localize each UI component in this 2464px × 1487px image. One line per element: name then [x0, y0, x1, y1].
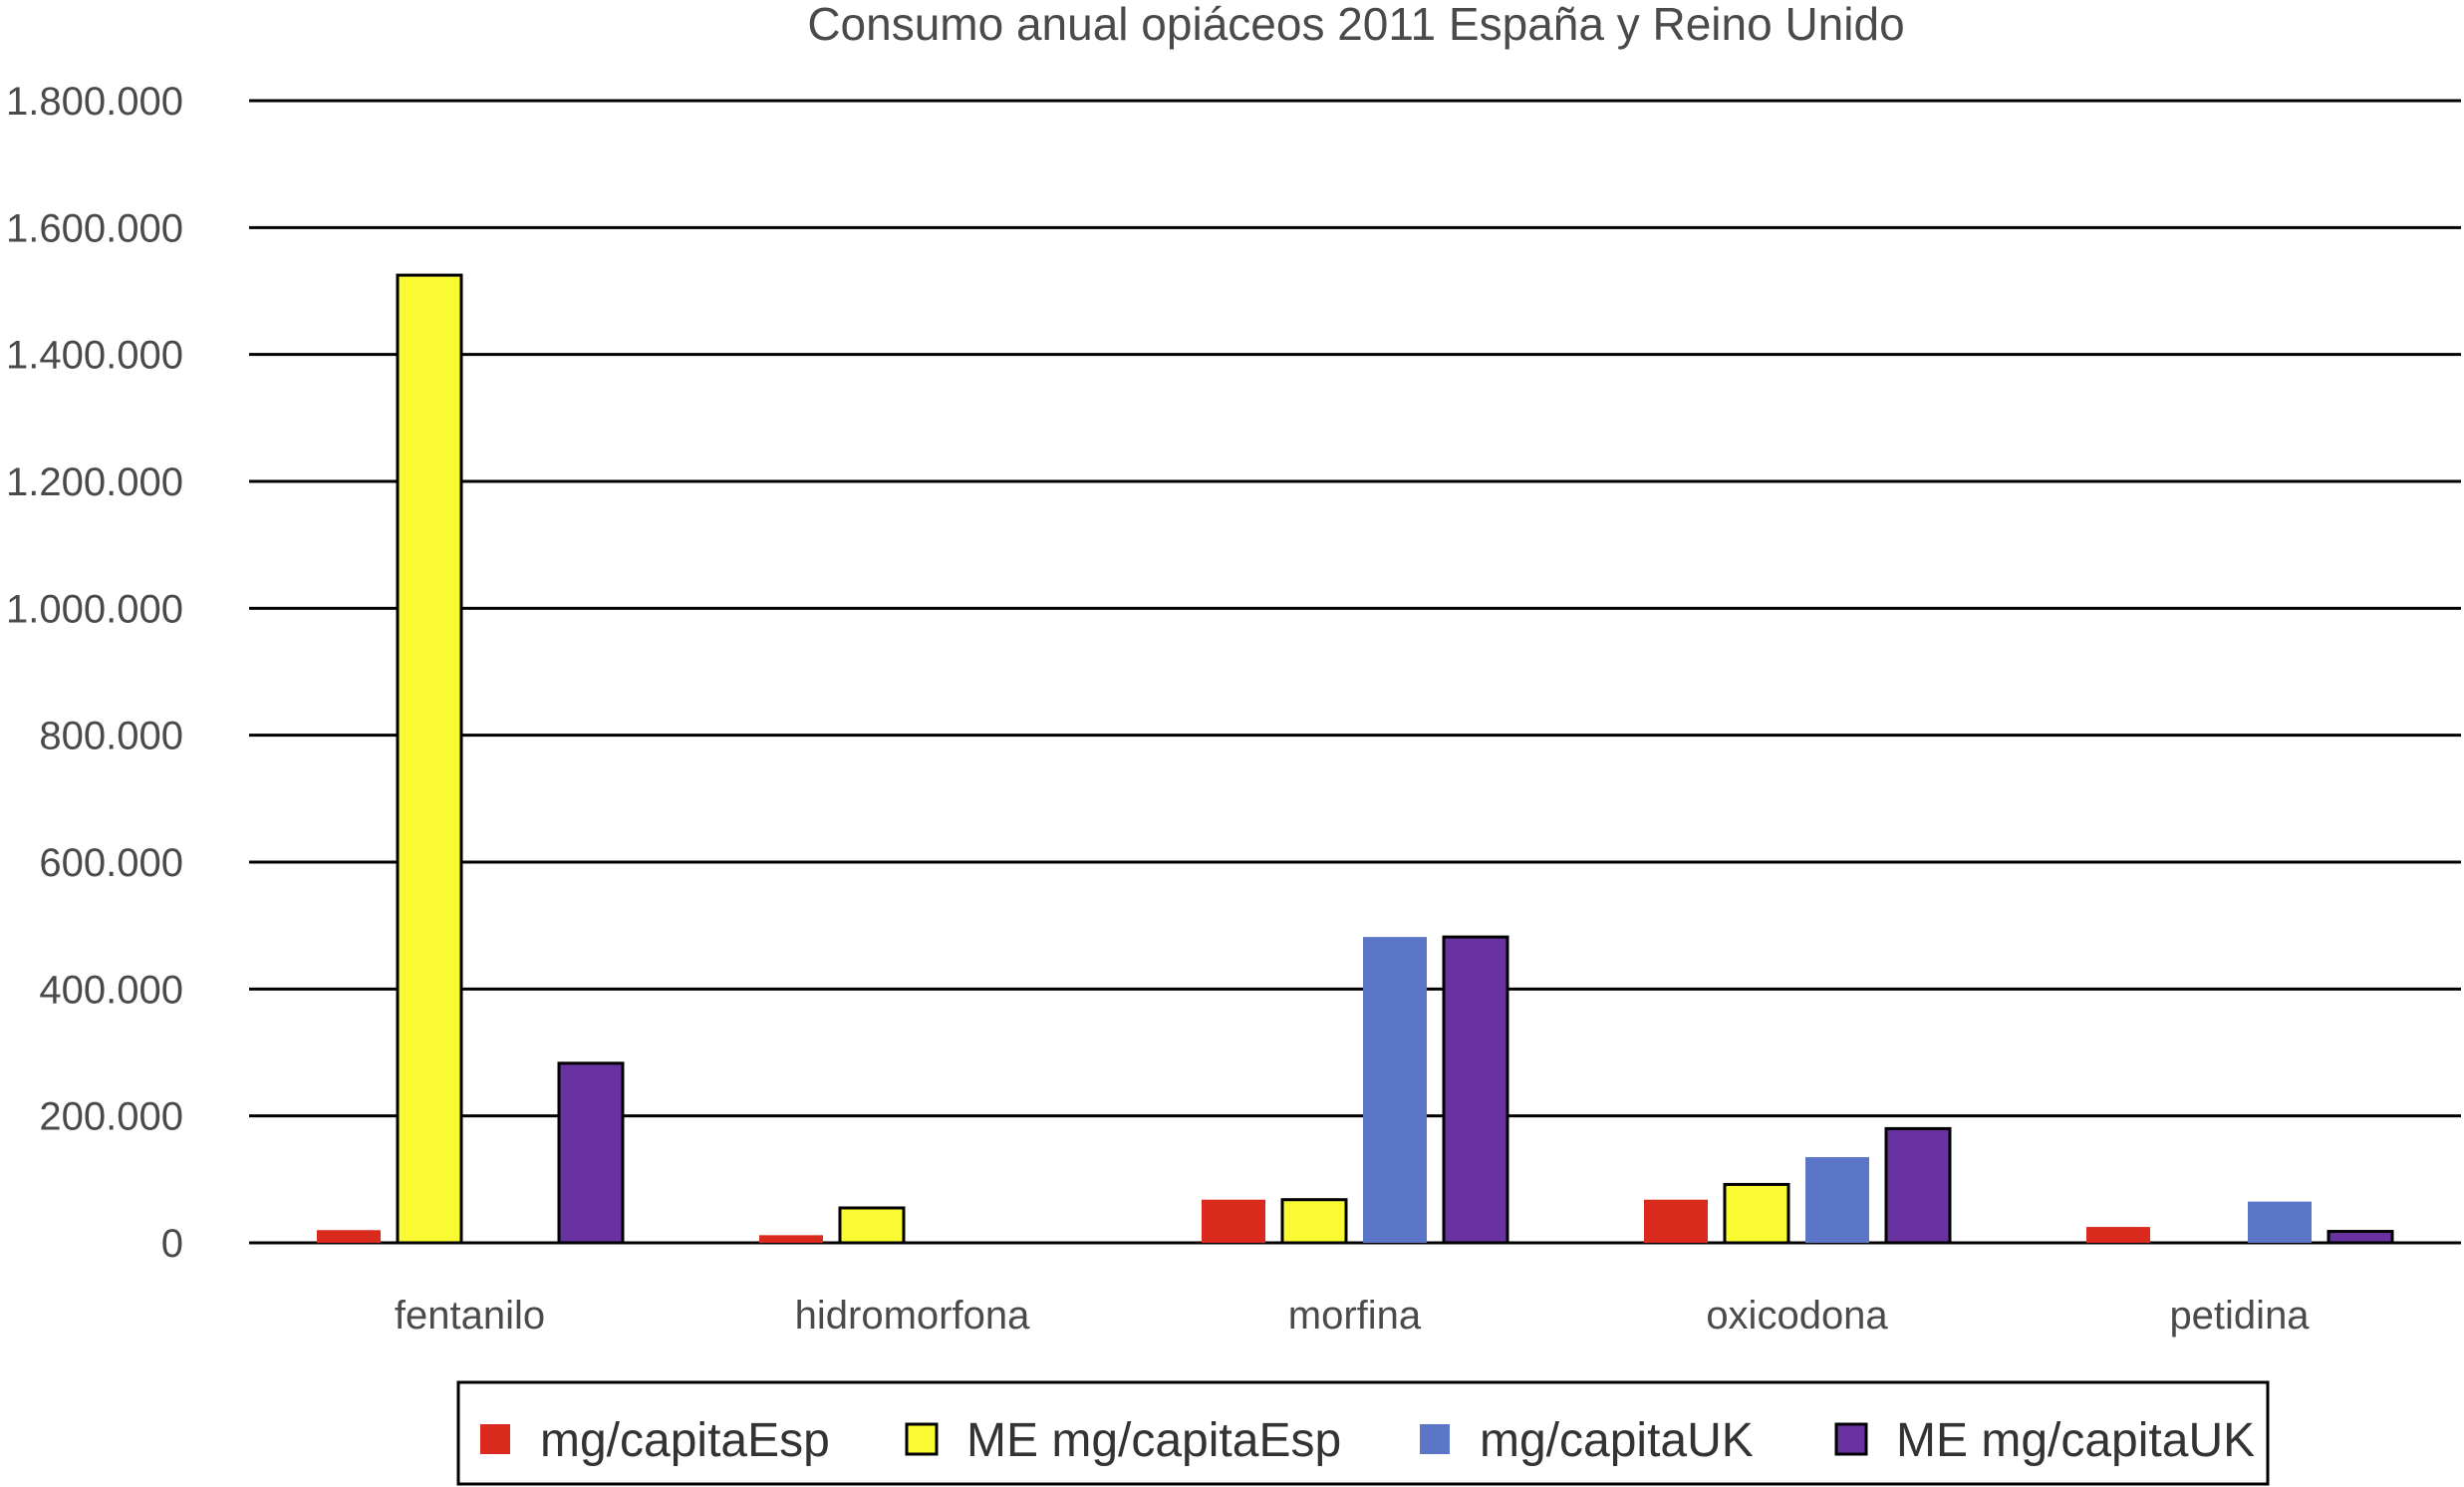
bar-morfina-series-3	[1442, 935, 1509, 1245]
legend-label: mg/capitaUK	[1480, 1414, 1754, 1467]
legend: mg/capitaEsp ME mg/capitaEsp mg/capitaUK ME…	[456, 1380, 2270, 1486]
y-tick-label: 400.000	[39, 968, 183, 1012]
legend-label: mg/capitaEsp	[540, 1414, 830, 1467]
bar-petidina-series-0	[2086, 1227, 2150, 1243]
y-tick-label: 600.000	[39, 841, 183, 885]
bar-oxicodona-series-3	[1884, 1126, 1952, 1245]
bars	[317, 273, 2394, 1245]
bar-oxicodona-series-2	[1805, 1157, 1869, 1243]
legend-swatch	[480, 1424, 510, 1454]
bar-oxicodona-series-0	[1644, 1199, 1708, 1243]
y-tick-label: 0	[161, 1222, 183, 1266]
y-tick-label: 200.000	[39, 1095, 183, 1139]
y-tick-label: 1.400.000	[6, 334, 183, 378]
x-axis-ticks: fentanilo hidromorfona morfina oxicodona pet…	[395, 1294, 2310, 1338]
bar-petidina-series-2	[2248, 1201, 2312, 1243]
x-tick-label: fentanilo	[395, 1294, 545, 1338]
y-tick-label: 1.600.000	[6, 206, 183, 250]
y-axis-ticks: 0 200.000 400.000 600.000 800.000 1.000.000 1.…	[6, 80, 183, 1266]
bar-petidina-series-3	[2327, 1230, 2394, 1245]
x-tick-label: hidromorfona	[795, 1294, 1030, 1338]
y-tick-label: 1.800.000	[6, 80, 183, 124]
bar-hidromorfona-series-0	[759, 1235, 823, 1243]
bar-fentanilo-series-0	[317, 1230, 381, 1243]
bar-morfina-series-1	[1280, 1198, 1348, 1245]
x-tick-label: oxicodona	[1706, 1294, 1888, 1338]
y-tick-label: 800.000	[39, 715, 183, 758]
x-tick-label: petidina	[2169, 1294, 2310, 1338]
legend-swatch	[905, 1422, 939, 1456]
bar-fentanilo-series-1	[396, 273, 463, 1245]
legend-swatch	[1834, 1422, 1868, 1456]
legend-swatch	[1420, 1424, 1450, 1454]
x-tick-label: morfina	[1288, 1294, 1422, 1338]
legend-label: ME mg/capitaEsp	[966, 1414, 1341, 1467]
y-tick-label: 1.000.000	[6, 587, 183, 631]
bar-fentanilo-series-3	[557, 1061, 625, 1245]
chart-title: Consumo anual opiáceos 2011 España y Rei…	[807, 0, 1904, 50]
bar-morfina-series-0	[1202, 1199, 1265, 1243]
y-tick-label: 1.200.000	[6, 460, 183, 504]
legend-box	[456, 1380, 2270, 1486]
bar-hidromorfona-series-1	[838, 1206, 906, 1245]
bar-morfina-series-2	[1363, 937, 1427, 1243]
bar-oxicodona-series-1	[1723, 1182, 1790, 1245]
legend-label: ME mg/capitaUK	[1896, 1414, 2255, 1467]
